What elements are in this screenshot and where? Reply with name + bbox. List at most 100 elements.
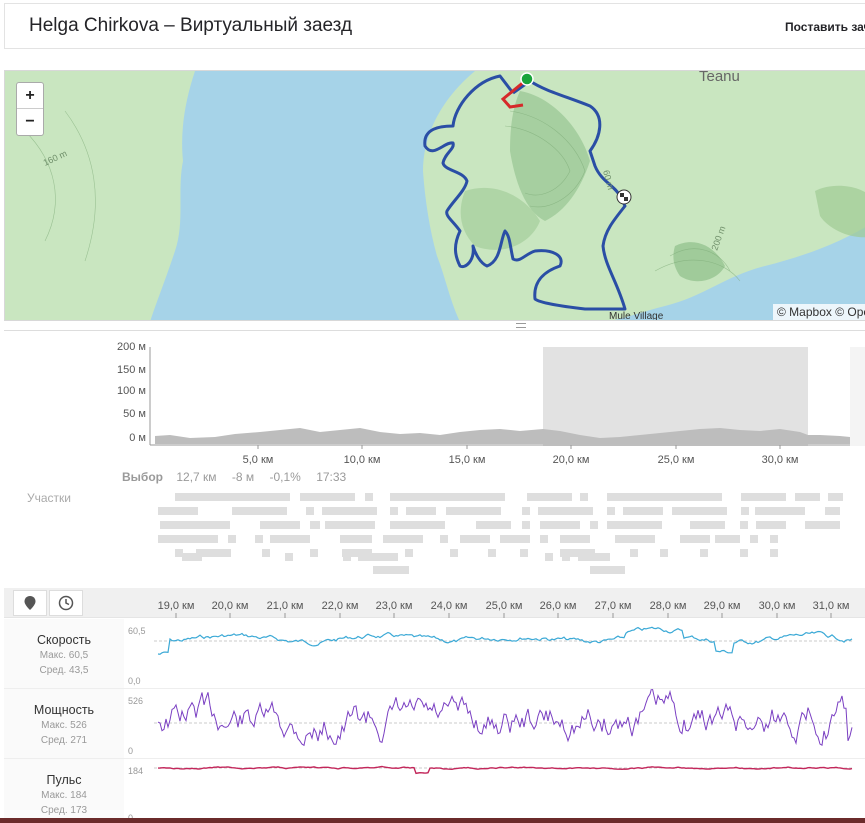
segment-bar[interactable] [741,493,786,501]
segment-bar[interactable] [756,521,786,529]
segment-bar[interactable] [580,493,588,501]
segment-bar[interactable] [175,493,290,501]
segment-bar[interactable] [310,521,320,529]
segment-bar[interactable] [260,521,300,529]
segment-bar[interactable] [590,521,598,529]
segment-bar[interactable] [406,507,436,515]
segment-bar[interactable] [615,535,655,543]
segment-bar[interactable] [158,535,218,543]
elevation-chart[interactable]: 200 м 150 м 100 м 50 м 0 м 5,0 км 10,0 к… [0,331,865,471]
segment-bar[interactable] [522,521,530,529]
segment-bar[interactable] [770,549,778,557]
segment-bar[interactable] [630,549,638,557]
segment-bar[interactable] [160,521,230,529]
segment-bar[interactable] [476,521,511,529]
show-on-map-button[interactable] [13,590,47,616]
segment-bar[interactable] [358,553,398,561]
segment-bar[interactable] [527,493,572,501]
segment-bar[interactable] [342,549,372,557]
segment-bar[interactable] [255,535,263,543]
speed-stream[interactable]: Скорость Макс. 60,5 Сред. 43,5 60,5 0,0 [4,619,865,689]
segment-bar[interactable] [805,521,840,529]
segment-bar[interactable] [450,549,458,557]
segment-bar[interactable] [578,553,610,561]
segment-bar[interactable] [540,521,580,529]
set-record-button[interactable]: Поставить зачё [785,20,865,34]
segment-bar[interactable] [390,521,445,529]
segment-bar[interactable] [285,553,293,561]
segment-bar[interactable] [343,553,351,561]
segment-bar[interactable] [262,549,270,557]
segment-bar[interactable] [340,535,372,543]
segment-bar[interactable] [740,549,748,557]
segment-bar[interactable] [175,549,183,557]
segment-bar[interactable] [825,507,840,515]
segment-bar[interactable] [500,535,530,543]
hr-graph[interactable]: 184 0 [124,759,865,821]
map-marker-icon [24,596,36,610]
resize-divider[interactable] [4,321,865,331]
segment-bar[interactable] [390,507,398,515]
segment-bar[interactable] [365,493,373,501]
segment-bar[interactable] [325,521,375,529]
speed-graph[interactable]: 60,5 0,0 [124,619,865,689]
segment-bar[interactable] [383,535,423,543]
segment-bar[interactable] [228,535,236,543]
segment-bar[interactable] [560,535,590,543]
segment-bar[interactable] [540,535,548,543]
segment-bar[interactable] [672,507,727,515]
segment-bar[interactable] [607,521,662,529]
time-axis-button[interactable] [49,590,83,616]
segment-bar[interactable] [182,553,202,561]
segment-bar[interactable] [660,549,668,557]
segment-bar[interactable] [590,566,625,574]
hr-title: Пульс [46,773,82,787]
segment-bar[interactable] [828,493,843,501]
segment-bar[interactable] [488,549,496,557]
segment-bar[interactable] [740,521,748,529]
segment-bar[interactable] [522,507,530,515]
segment-bar[interactable] [306,507,314,515]
segments-timeline[interactable] [0,490,865,580]
zoom-out-button[interactable]: − [25,113,35,130]
segment-bar[interactable] [770,535,778,543]
segment-bar[interactable] [795,493,820,501]
segment-bar[interactable] [520,549,528,557]
segment-bar[interactable] [755,507,805,515]
segment-bar[interactable] [322,507,377,515]
zoom-in-button[interactable]: + [17,83,43,109]
hill-east [673,242,725,282]
segment-bar[interactable] [390,493,505,501]
segment-bar[interactable] [545,553,553,561]
segment-bar[interactable] [300,493,355,501]
segment-bar[interactable] [623,507,663,515]
segment-bar[interactable] [750,535,758,543]
segment-bar[interactable] [700,549,708,557]
segment-bar[interactable] [373,566,409,574]
segment-bar[interactable] [446,507,501,515]
segment-bar[interactable] [560,549,595,557]
segment-bar[interactable] [607,507,615,515]
power-graph[interactable]: 526 0 [124,689,865,759]
power-stream[interactable]: Мощность Макс. 526 Сред. 271 526 0 [4,689,865,759]
segment-bar[interactable] [196,549,231,557]
segment-bar[interactable] [232,507,287,515]
segment-bar[interactable] [680,535,710,543]
map-attribution[interactable]: © Mapbox © Ope [773,304,865,320]
segment-bar[interactable] [690,521,725,529]
selection-highlight [543,347,808,446]
segment-bar[interactable] [158,507,198,515]
segment-bar[interactable] [741,507,749,515]
segment-bar[interactable] [440,535,448,543]
segment-bar[interactable] [270,535,310,543]
segment-bar[interactable] [310,549,318,557]
segment-bar[interactable] [405,549,413,557]
segment-bar[interactable] [538,507,593,515]
segment-bar[interactable] [715,535,740,543]
drag-handle-icon[interactable] [516,323,526,328]
segment-bar[interactable] [607,493,722,501]
route-map[interactable]: Teanu Mule Village 160 m 200 m 60 m + − … [4,70,865,321]
segment-bar[interactable] [460,535,490,543]
hr-stream[interactable]: Пульс Макс. 184 Сред. 173 184 0 [4,759,865,821]
segment-bar[interactable] [562,553,570,561]
